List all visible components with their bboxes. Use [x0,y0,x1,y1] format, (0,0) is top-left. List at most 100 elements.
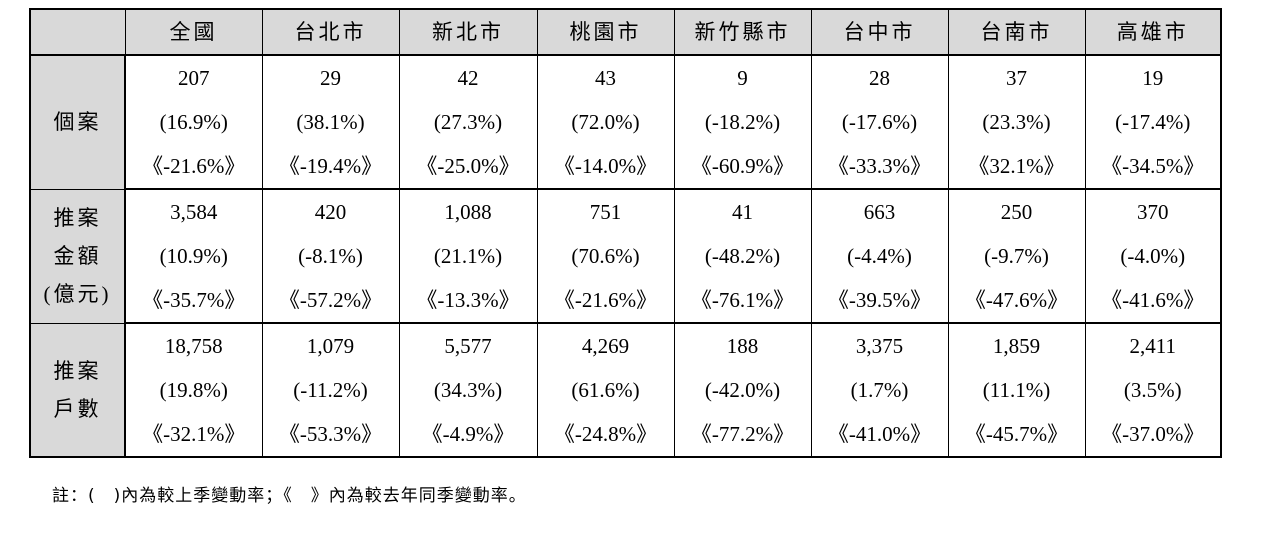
table-cell: 《-14.0%》 [536,144,675,190]
table-cell: (11.1%) [947,368,1086,412]
table-cell: 1,079 [261,323,400,368]
column-header-tainan: 台南市 [947,8,1086,56]
column-header-national: 全國 [124,8,263,56]
table-cell: 《-57.2%》 [261,278,400,324]
table-cell: 4,269 [536,323,675,368]
table-cell: 《-77.2%》 [673,412,812,458]
table-cell: 《-41.0%》 [810,412,949,458]
table-cell: 29 [261,55,400,100]
table-cell: 《-53.3%》 [261,412,400,458]
table-cell: 663 [810,189,949,234]
table-cell: (16.9%) [124,100,263,144]
row-header-units: 推案 戶數 [29,322,126,458]
table-cell: 28 [810,55,949,100]
table-cell: 250 [947,189,1086,234]
row-header-cases: 個案 [29,54,126,190]
row-header-line: 推案 [53,206,102,230]
table-cell: 3,375 [810,323,949,368]
table-cell: 18,758 [124,323,263,368]
table-cell: 《-41.6%》 [1084,278,1222,324]
table-cell: 420 [261,189,400,234]
row-header-line: 金額 [53,244,102,268]
table-cell: (-8.1%) [261,234,400,278]
table-cell: 37 [947,55,1086,100]
amount-year-change-row: 《-35.7%》 《-57.2%》 《-13.3%》 《-21.6%》 《-76.1%》… [30,278,1222,324]
table-cell: 2,411 [1084,323,1222,368]
table-cell: (27.3%) [398,100,538,144]
table-cell: 751 [536,189,675,234]
table-cell: (1.7%) [810,368,949,412]
table-cell: (-9.7%) [947,234,1086,278]
table-cell: (34.3%) [398,368,538,412]
table-cell: (10.9%) [124,234,263,278]
table-cell: 《-33.3%》 [810,144,949,190]
row-header-line: 個案 [53,110,102,135]
units-count-row: 推案 戶數 18,758 1,079 5,577 4,269 188 3,375 1,859 2,… [29,322,1222,458]
table-cell: 《-34.5%》 [1084,144,1222,190]
table-cell: 3,584 [124,189,263,234]
amount-quarter-change-row: (10.9%) (-8.1%) (21.1%) (70.6%) (-48.2%) (-4.… [30,234,1222,278]
column-header-taichung: 台中市 [810,8,949,56]
row-header-line: 戶數 [53,396,102,421]
table-cell: 1,088 [398,189,538,234]
table-cell: 9 [673,55,812,100]
table-cell: 《-21.6%》 [124,144,263,190]
table-cell: 《-76.1%》 [673,278,812,324]
table-cell: 5,577 [398,323,538,368]
table-cell: 《32.1%》 [947,144,1086,190]
table-cell: (19.8%) [124,368,263,412]
table-cell: (-48.2%) [673,234,812,278]
table-cell: (3.5%) [1084,368,1222,412]
footnote: 註：( )內為較上季變動率；《 》內為較去年同季變動率。 [52,486,527,506]
column-header-kaohsiung: 高雄市 [1084,8,1222,56]
table-cell: (21.1%) [398,234,538,278]
table-cell: 188 [673,323,812,368]
table-cell: 19 [1084,55,1222,100]
table-cell: (-4.0%) [1084,234,1222,278]
table-cell: (-11.2%) [261,368,400,412]
row-header-amount: 推案金額 (億元) [29,188,126,324]
table-cell: 《-37.0%》 [1084,412,1222,458]
table-cell: 《-39.5%》 [810,278,949,324]
cases-year-change-row: 《-21.6%》 《-19.4%》 《-25.0%》 《-14.0%》 《-60.9%》… [30,144,1222,190]
table-cell: (72.0%) [536,100,675,144]
table-cell: 《-45.7%》 [947,412,1086,458]
row-header-line: 推案 [53,358,102,383]
table-cell: (70.6%) [536,234,675,278]
table-cell: 《-19.4%》 [261,144,400,190]
statistics-table: 全國 台北市 新北市 桃園市 新竹縣市 台中市 台南市 高雄市 個案 207 29 4… [29,8,1222,458]
column-header-hsinchu: 新竹縣市 [673,8,812,56]
table-cell: (-18.2%) [673,100,812,144]
table-cell: (-17.6%) [810,100,949,144]
column-header-taipei: 台北市 [261,8,400,56]
column-header-new-taipei: 新北市 [398,8,538,56]
row-header-line: (億元) [43,282,112,306]
table-cell: 《-60.9%》 [673,144,812,190]
table-cell: (23.3%) [947,100,1086,144]
table-cell: (61.6%) [536,368,675,412]
table-cell: 《-24.8%》 [536,412,675,458]
table-cell: 《-25.0%》 [398,144,538,190]
header-row: 全國 台北市 新北市 桃園市 新竹縣市 台中市 台南市 高雄市 [29,8,1222,56]
table-cell: (-4.4%) [810,234,949,278]
cases-count-row: 個案 207 29 42 43 9 28 37 19 [29,54,1222,190]
table-cell: 《-21.6%》 [536,278,675,324]
table-cell: 1,859 [947,323,1086,368]
amount-count-row: 推案金額 (億元) 3,584 420 1,088 751 41 663 250 370 [29,188,1222,324]
table-cell: 《-47.6%》 [947,278,1086,324]
cases-quarter-change-row: (16.9%) (38.1%) (27.3%) (72.0%) (-18.2%) (-17… [30,100,1222,144]
corner-cell [29,8,126,56]
table-cell: 《-13.3%》 [398,278,538,324]
table-cell: (-42.0%) [673,368,812,412]
table-cell: 370 [1084,189,1222,234]
column-header-taoyuan: 桃園市 [536,8,675,56]
table-cell: 41 [673,189,812,234]
table-cell: (-17.4%) [1084,100,1222,144]
table-cell: 《-4.9%》 [398,412,538,458]
units-year-change-row: 《-32.1%》 《-53.3%》 《-4.9%》 《-24.8%》 《-77.2%》《… [30,412,1222,458]
table-cell: 207 [124,55,263,100]
table-cell: 42 [398,55,538,100]
table-cell: 《-32.1%》 [124,412,263,458]
units-quarter-change-row: (19.8%) (-11.2%) (34.3%) (61.6%) (-42.0%) (1.… [30,368,1222,412]
table-cell: (38.1%) [261,100,400,144]
